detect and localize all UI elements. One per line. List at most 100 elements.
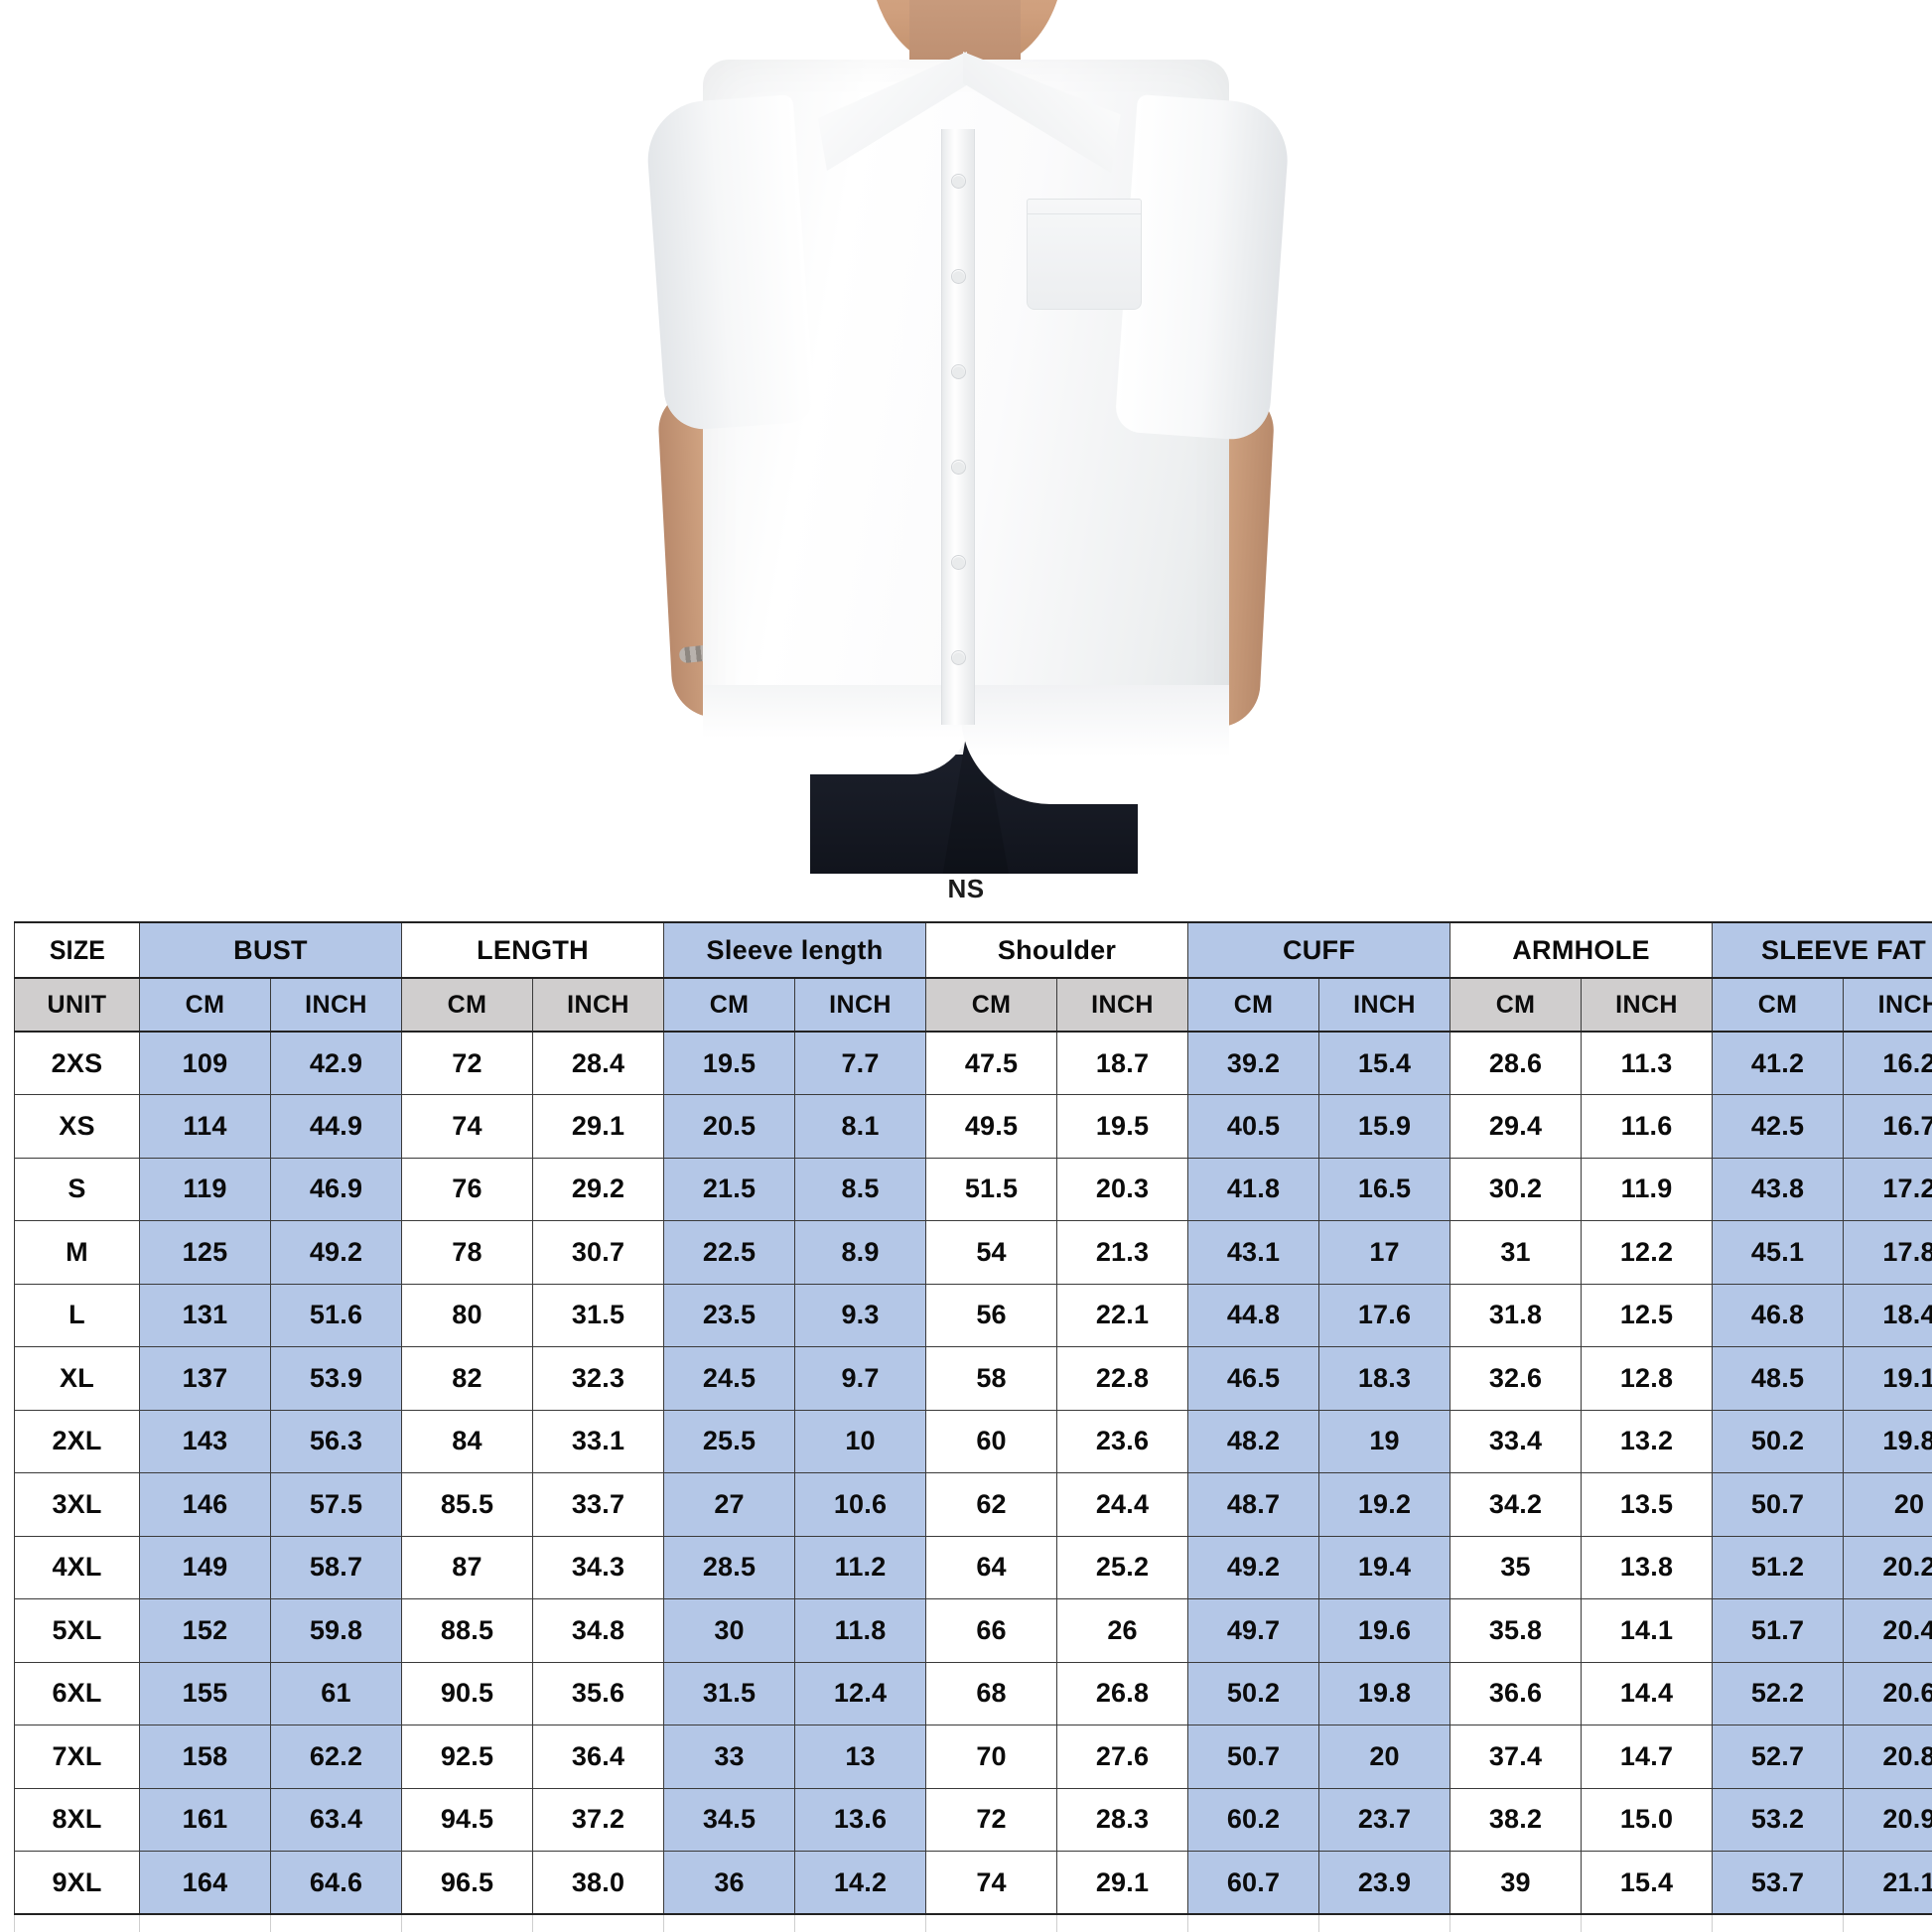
- cell-measurement: 48.5: [1712, 1346, 1845, 1411]
- cell-measurement: 13.8: [1581, 1535, 1714, 1599]
- cell-empty: [1318, 1913, 1451, 1932]
- product-photo: [643, 0, 1289, 874]
- product-caption: NS: [947, 874, 985, 903]
- cell-measurement: 8.1: [794, 1094, 927, 1159]
- cell-measurement: 41.8: [1187, 1157, 1320, 1221]
- table-row: 7XL 158 62.2 92.5 36.4 33 13 70 27.6 50.7 20 37.4 14…: [14, 1725, 1932, 1789]
- cell-measurement: 85.5: [401, 1472, 534, 1537]
- cell-empty: [1449, 1913, 1583, 1932]
- cell-measurement: 21.3: [1056, 1220, 1189, 1285]
- cell-measurement: 56.3: [269, 1409, 403, 1473]
- cell-empty: [532, 1913, 665, 1932]
- cell-measurement: 25.5: [663, 1409, 796, 1473]
- unit-sleeve-length-inch: INCH: [794, 977, 927, 1033]
- cell-measurement: 62: [925, 1472, 1058, 1537]
- table-row: 6XL 155 61 90.5 35.6 31.5 12.4 68 26.8 50.2 19.8 36…: [14, 1661, 1932, 1725]
- cell-size: 4XL: [14, 1535, 140, 1599]
- product-image-region: [0, 0, 1932, 898]
- cell-size: 6XL: [14, 1661, 140, 1725]
- cell-measurement: 36: [663, 1851, 796, 1915]
- cell-measurement: 49.5: [925, 1094, 1058, 1159]
- cell-empty: [794, 1913, 927, 1932]
- cell-measurement: 15.0: [1581, 1787, 1714, 1852]
- cell-measurement: 74: [401, 1094, 534, 1159]
- cell-measurement: 29.4: [1449, 1094, 1583, 1159]
- unit-length-inch: INCH: [532, 977, 665, 1033]
- size-chart-table: SIZE BUST LENGTH Sleeve length Shoulder …: [14, 921, 1932, 1932]
- table-row: 9XL 164 64.6 96.5 38.0 36 14.2 74 29.1 60.7 23.9 39…: [14, 1851, 1932, 1915]
- cell-measurement: 131: [139, 1283, 271, 1347]
- cell-measurement: 20.9: [1843, 1787, 1932, 1852]
- cell-measurement: 37.2: [532, 1787, 665, 1852]
- cell-measurement: 12.5: [1581, 1283, 1714, 1347]
- header-group-cuff: CUFF: [1187, 921, 1451, 979]
- cell-measurement: 19.8: [1843, 1409, 1932, 1473]
- cell-measurement: 59.8: [269, 1598, 403, 1663]
- cell-size: L: [14, 1283, 140, 1347]
- cell-measurement: 36.4: [532, 1725, 665, 1789]
- cell-measurement: 31.5: [663, 1661, 796, 1725]
- cell-measurement: 24.4: [1056, 1472, 1189, 1537]
- cell-measurement: 92.5: [401, 1725, 534, 1789]
- cell-measurement: 52.2: [1712, 1661, 1845, 1725]
- cell-size: 7XL: [14, 1725, 140, 1789]
- cell-measurement: 27.6: [1056, 1725, 1189, 1789]
- cell-measurement: 36.6: [1449, 1661, 1583, 1725]
- cell-measurement: 29.1: [1056, 1851, 1189, 1915]
- cell-measurement: 22.8: [1056, 1346, 1189, 1411]
- cell-measurement: 34.3: [532, 1535, 665, 1599]
- table-row: 3XL 146 57.5 85.5 33.7 27 10.6 62 24.4 48.7 19.2 34…: [14, 1472, 1932, 1537]
- header-group-bust: BUST: [138, 921, 403, 979]
- table-group-header-row: SIZE BUST LENGTH Sleeve length Shoulder …: [15, 921, 1932, 979]
- table-row: 2XS 109 42.9 72 28.4 19.5 7.7 47.5 18.7 39.2 15.4 2…: [14, 1031, 1932, 1095]
- cell-measurement: 46.8: [1712, 1283, 1845, 1347]
- cell-empty: [401, 1913, 534, 1932]
- cell-measurement: 11.6: [1581, 1094, 1714, 1159]
- table-row: L 131 51.6 80 31.5 23.5 9.3 56 22.1 44.8 17.6 31.8 1…: [14, 1283, 1932, 1347]
- shirt-button: [952, 175, 965, 188]
- cell-measurement: 10.6: [794, 1472, 927, 1537]
- cell-measurement: 51.5: [925, 1157, 1058, 1221]
- cell-measurement: 15.4: [1581, 1851, 1714, 1915]
- cell-size: XS: [14, 1094, 140, 1159]
- cell-measurement: 15.4: [1318, 1031, 1451, 1095]
- cell-measurement: 12.4: [794, 1661, 927, 1725]
- cell-empty: [1581, 1913, 1714, 1932]
- cell-measurement: 37.4: [1449, 1725, 1583, 1789]
- cell-size: 9XL: [14, 1851, 140, 1915]
- unit-shoulder-inch: INCH: [1056, 977, 1189, 1033]
- cell-measurement: 52.7: [1712, 1725, 1845, 1789]
- cell-measurement: 32.3: [532, 1346, 665, 1411]
- cell-measurement: 114: [139, 1094, 271, 1159]
- cell-measurement: 17.6: [1318, 1283, 1451, 1347]
- size-chart-table-wrap: SIZE BUST LENGTH Sleeve length Shoulder …: [14, 921, 1932, 1932]
- cell-measurement: 149: [139, 1535, 271, 1599]
- cell-measurement: 19.4: [1318, 1535, 1451, 1599]
- cell-size: 5XL: [14, 1598, 140, 1663]
- model-figure: [643, 0, 1289, 874]
- cell-measurement: 21.1: [1843, 1851, 1932, 1915]
- unit-bust-inch: INCH: [269, 977, 403, 1033]
- shirt-button: [952, 556, 965, 569]
- unit-armhole-cm: CM: [1449, 977, 1583, 1033]
- cell-measurement: 20.6: [1843, 1661, 1932, 1725]
- cell-measurement: 28.4: [532, 1031, 665, 1095]
- cell-measurement: 161: [139, 1787, 271, 1852]
- unit-bust-cm: CM: [139, 977, 271, 1033]
- cell-measurement: 35.6: [532, 1661, 665, 1725]
- cell-measurement: 109: [139, 1031, 271, 1095]
- cell-measurement: 16.5: [1318, 1157, 1451, 1221]
- cell-measurement: 46.9: [269, 1157, 403, 1221]
- cell-measurement: 50.2: [1187, 1661, 1320, 1725]
- cell-measurement: 17: [1318, 1220, 1451, 1285]
- table-row: 2XL 143 56.3 84 33.1 25.5 10 60 23.6 48.2 19 33.4 13…: [14, 1409, 1932, 1473]
- shirt-button: [952, 461, 965, 474]
- cell-measurement: 17.2: [1843, 1157, 1932, 1221]
- unit-cuff-cm: CM: [1187, 977, 1320, 1033]
- cell-measurement: 16.2: [1843, 1031, 1932, 1095]
- cell-measurement: 13.6: [794, 1787, 927, 1852]
- shirt-left-sleeve: [643, 94, 816, 432]
- shirt-button: [952, 365, 965, 378]
- cell-measurement: 88.5: [401, 1598, 534, 1663]
- cell-measurement: 31: [1449, 1220, 1583, 1285]
